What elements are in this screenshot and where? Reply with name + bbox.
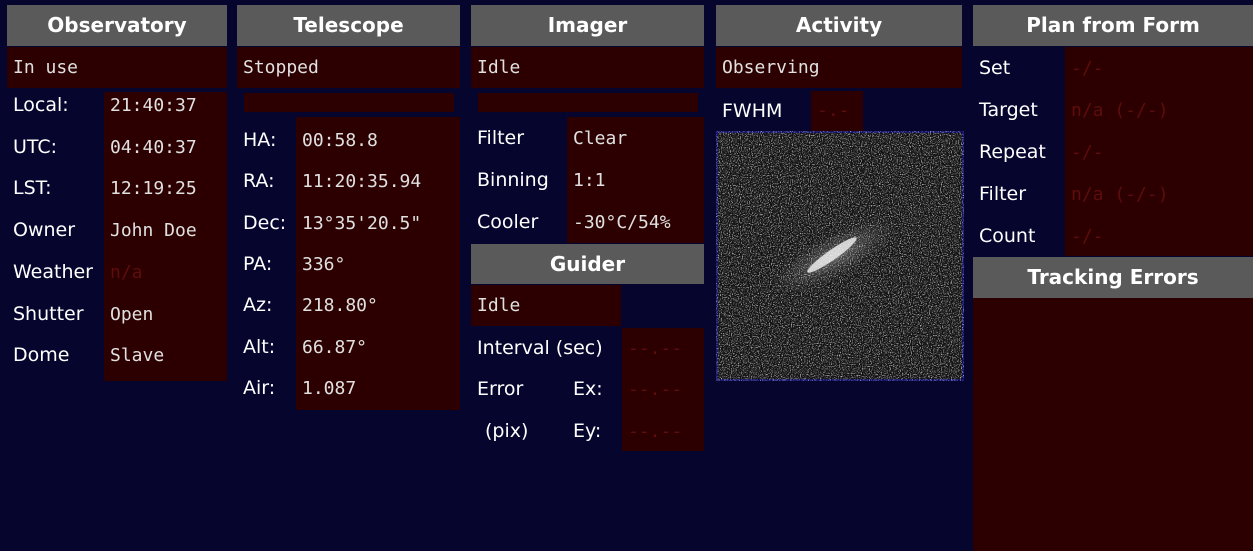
value: 00:58.8 — [296, 120, 378, 161]
label: Local: — [7, 85, 69, 126]
value: 13°35'20.5" — [296, 203, 421, 244]
label: Owner — [7, 210, 75, 251]
label: Filter — [471, 118, 524, 159]
label: Set — [973, 48, 1010, 89]
value: John Doe — [104, 210, 197, 251]
panel-header: Guider — [471, 244, 704, 284]
value: 1.087 — [296, 368, 356, 409]
value: -.- — [811, 91, 863, 131]
label: Interval (sec) — [471, 328, 603, 369]
value: 66.87° — [296, 327, 367, 368]
value: n/a (-/-) — [1065, 174, 1169, 215]
label: FWHM — [716, 91, 782, 131]
panel-header: Observatory — [7, 5, 227, 46]
value: -/- — [1065, 48, 1104, 89]
value: 11:20:35.94 — [296, 161, 421, 202]
label: Error — [471, 369, 523, 410]
value: 04:40:37 — [104, 127, 197, 168]
label: Alt: — [237, 327, 275, 368]
value: --.-- — [622, 411, 682, 452]
value: -30°C/54% — [567, 202, 671, 243]
label: Ex: — [567, 369, 603, 410]
value: 218.80° — [296, 285, 378, 326]
value: 12:19:25 — [104, 168, 197, 209]
value: Clear — [567, 118, 627, 159]
value: Open — [104, 294, 153, 335]
label: Count — [973, 216, 1035, 257]
label: UTC: — [7, 127, 57, 168]
label: Dome — [7, 335, 69, 376]
status: Idle — [471, 47, 704, 88]
label: RA: — [237, 161, 275, 202]
value: -/- — [1065, 132, 1104, 173]
label: Air: — [237, 368, 275, 409]
panel-header: Imager — [471, 5, 704, 46]
value: -/- — [1065, 216, 1104, 257]
label: (pix) — [479, 411, 528, 452]
value: 336° — [296, 244, 345, 285]
label: Filter — [973, 174, 1026, 215]
label: Binning — [471, 160, 549, 201]
value: n/a — [104, 252, 143, 293]
panel-header: Plan from Form — [973, 5, 1253, 46]
camera-image — [716, 131, 964, 381]
value: Slave — [104, 335, 164, 376]
status-dashboard: Observatory In use Telescope Stopped Ima… — [0, 0, 1253, 551]
label: Target — [973, 90, 1038, 131]
status: Stopped — [237, 47, 460, 88]
label: Ey: — [567, 411, 601, 452]
tracking-plot — [973, 298, 1253, 551]
label: PA: — [237, 244, 272, 285]
label: Weather — [7, 252, 93, 293]
value: 21:40:37 — [104, 85, 197, 126]
value: 1:1 — [567, 160, 606, 201]
value: --.-- — [622, 369, 682, 410]
status: Idle — [471, 285, 621, 326]
label: HA: — [237, 120, 276, 161]
value: n/a (-/-) — [1065, 90, 1169, 131]
progress-bar — [478, 93, 698, 112]
label: Az: — [237, 285, 272, 326]
label: Dec: — [237, 203, 286, 244]
progress-bar — [244, 93, 454, 112]
label: Repeat — [973, 132, 1046, 173]
label: Cooler — [471, 202, 538, 243]
status: Observing — [716, 47, 962, 88]
panel-header: Telescope — [237, 5, 460, 46]
panel-header: Activity — [716, 5, 962, 46]
label: LST: — [7, 168, 52, 209]
status: In use — [7, 47, 227, 88]
value: --.-- — [622, 328, 682, 369]
panel-header: Tracking Errors — [973, 257, 1253, 298]
label: Shutter — [7, 294, 84, 335]
